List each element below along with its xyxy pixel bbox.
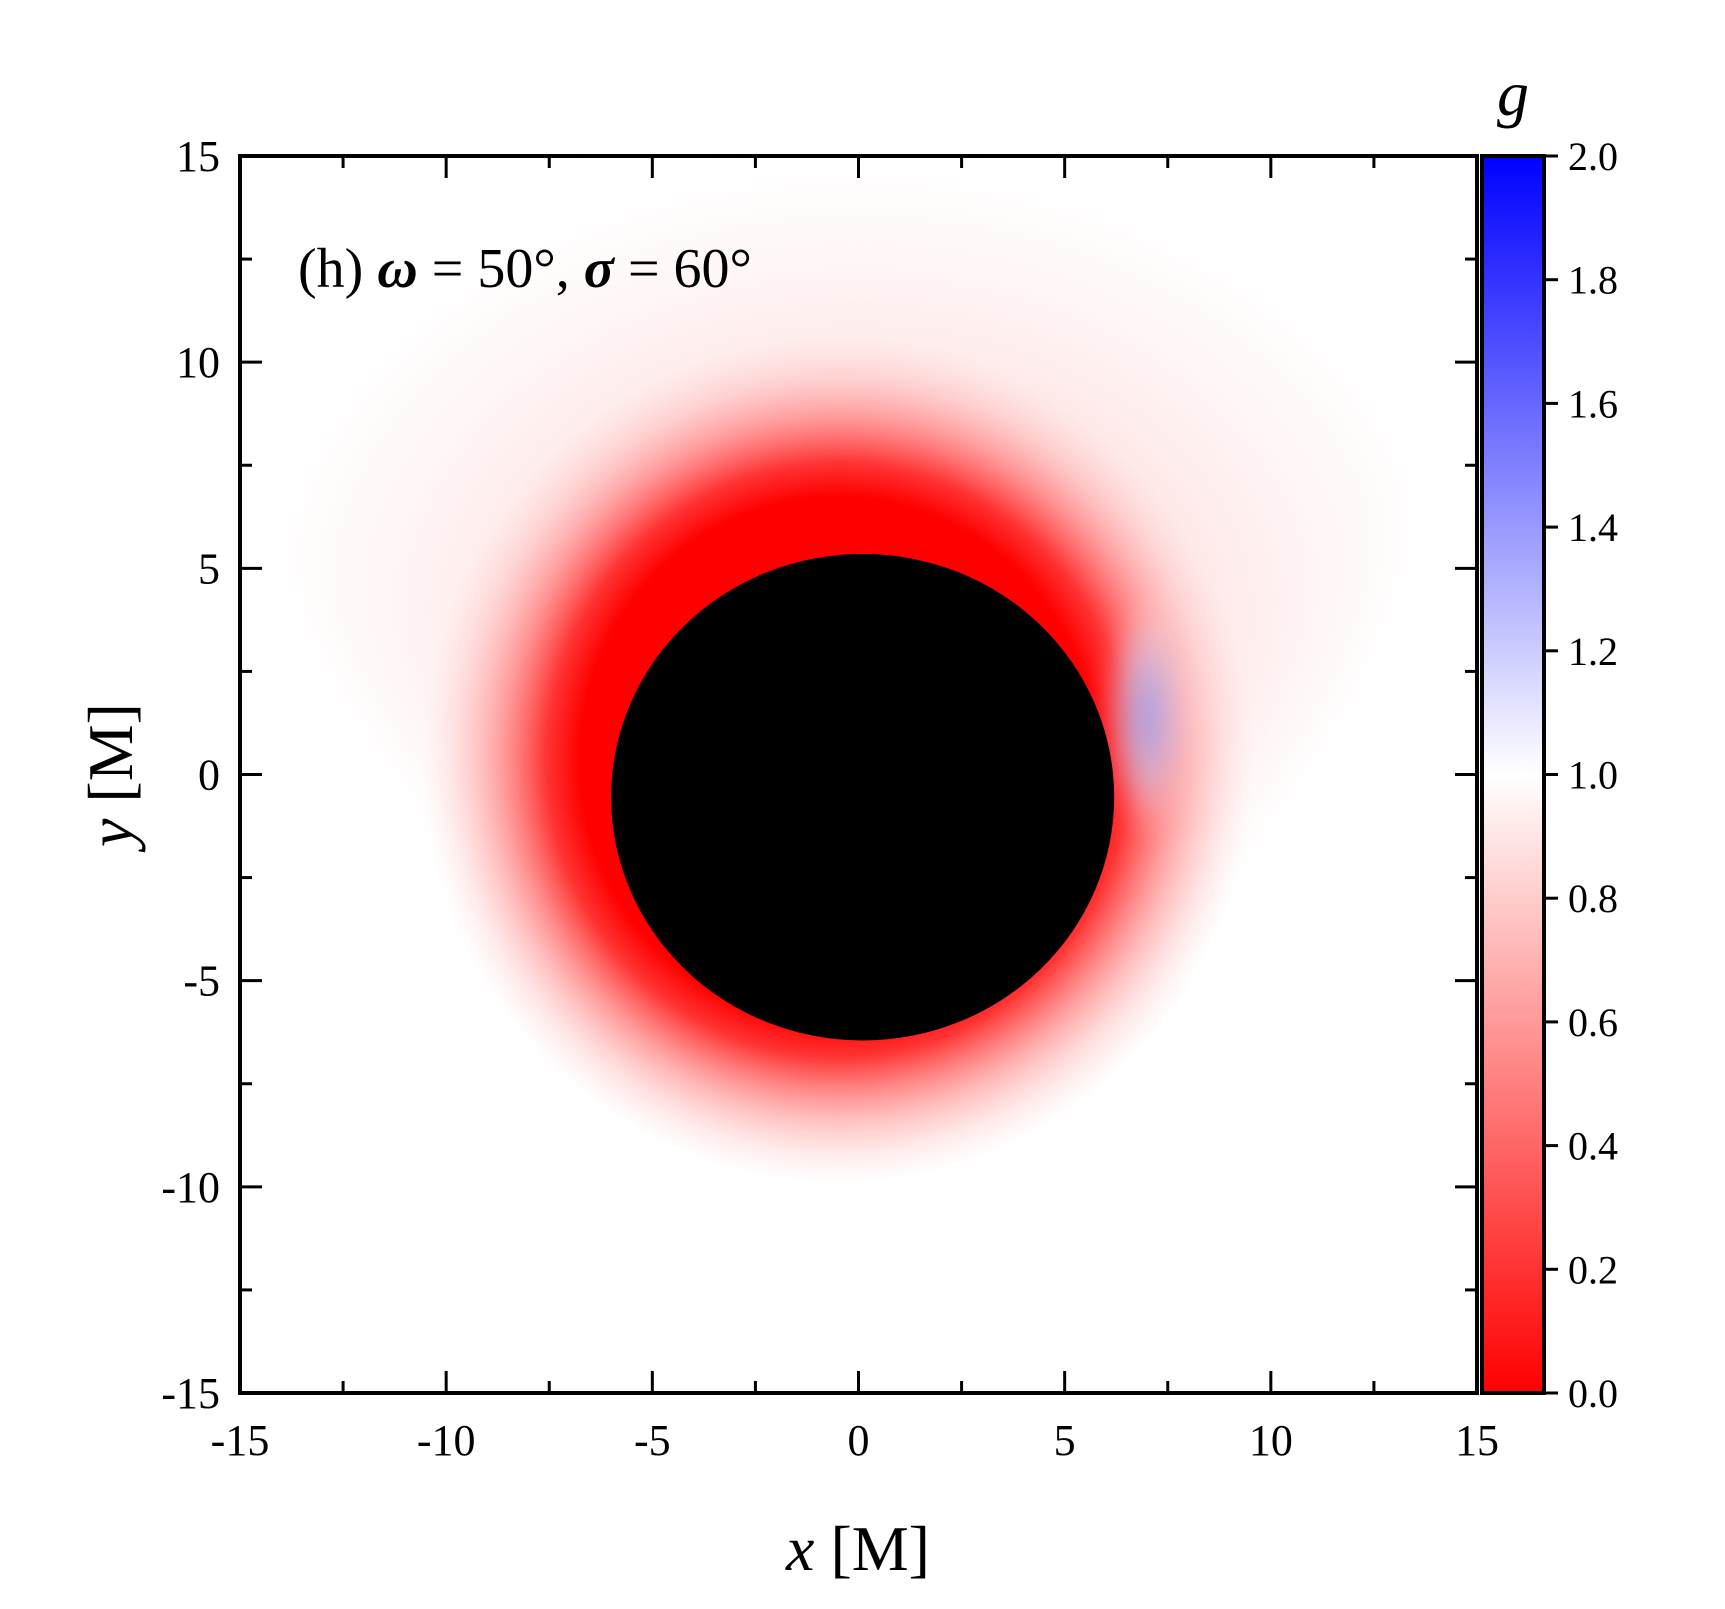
black-hole-shadow (611, 553, 1115, 1041)
y-tick-label: -5 (183, 957, 220, 1006)
y-axis-label: y [M] (75, 703, 146, 853)
x-tick-label: -15 (211, 1416, 270, 1465)
colorbar-tick-label: 0.8 (1568, 876, 1618, 921)
colorbar-tick-label: 1.2 (1568, 629, 1618, 674)
plot-area: -15 -10 -5 0 5 10 15 -15 -10 -5 0 5 10 15 (161, 132, 1499, 1465)
colorbar-title: g (1497, 58, 1529, 129)
panel-label: (h) ω = 50°, σ = 60° (298, 238, 752, 300)
y-tick-label: -10 (161, 1163, 220, 1212)
colorbar-tick-label: 0.4 (1568, 1124, 1618, 1169)
colorbar-tick-label: 1.4 (1568, 505, 1618, 550)
y-tick-label: 0 (198, 751, 220, 800)
x-tick-label: 5 (1054, 1416, 1076, 1465)
x-axis-ticks: -15 -10 -5 0 5 10 15 (211, 156, 1499, 1465)
x-tick-label: 0 (848, 1416, 870, 1465)
colorbar-tick-label: 0.2 (1568, 1247, 1618, 1292)
x-tick-label: 15 (1455, 1416, 1499, 1465)
x-tick-label: -5 (634, 1416, 671, 1465)
colorbar-tick-label: 2.0 (1568, 134, 1618, 179)
y-axis-ticks: -15 -10 -5 0 5 10 15 (161, 132, 1477, 1418)
x-axis-label: x [M] (785, 1513, 930, 1584)
y-tick-label: 10 (176, 338, 220, 387)
colorbar-tick-label: 1.6 (1568, 381, 1618, 426)
blueshift-lobe (1105, 597, 1189, 837)
colorbar-tick-label: 1.0 (1568, 753, 1618, 798)
colorbar: 0.0 0.2 0.4 0.6 0.8 1.0 1.2 1.4 1.6 1.8 2.0 g (1480, 58, 1618, 1416)
colorbar-tick-label: 0.0 (1568, 1371, 1618, 1416)
x-tick-label: 10 (1249, 1416, 1293, 1465)
colorbar-ticks: 0.0 0.2 0.4 0.6 0.8 1.0 1.2 1.4 1.6 1.8 2.0 (1544, 134, 1618, 1416)
x-tick-label: -10 (417, 1416, 476, 1465)
colorbar-tick-label: 1.8 (1568, 258, 1618, 303)
y-tick-label: -15 (161, 1369, 220, 1418)
y-tick-label: 5 (198, 544, 220, 593)
colorbar-fill (1480, 154, 1546, 1395)
y-tick-label: 15 (176, 132, 220, 181)
colorbar-tick-label: 0.6 (1568, 1000, 1618, 1045)
